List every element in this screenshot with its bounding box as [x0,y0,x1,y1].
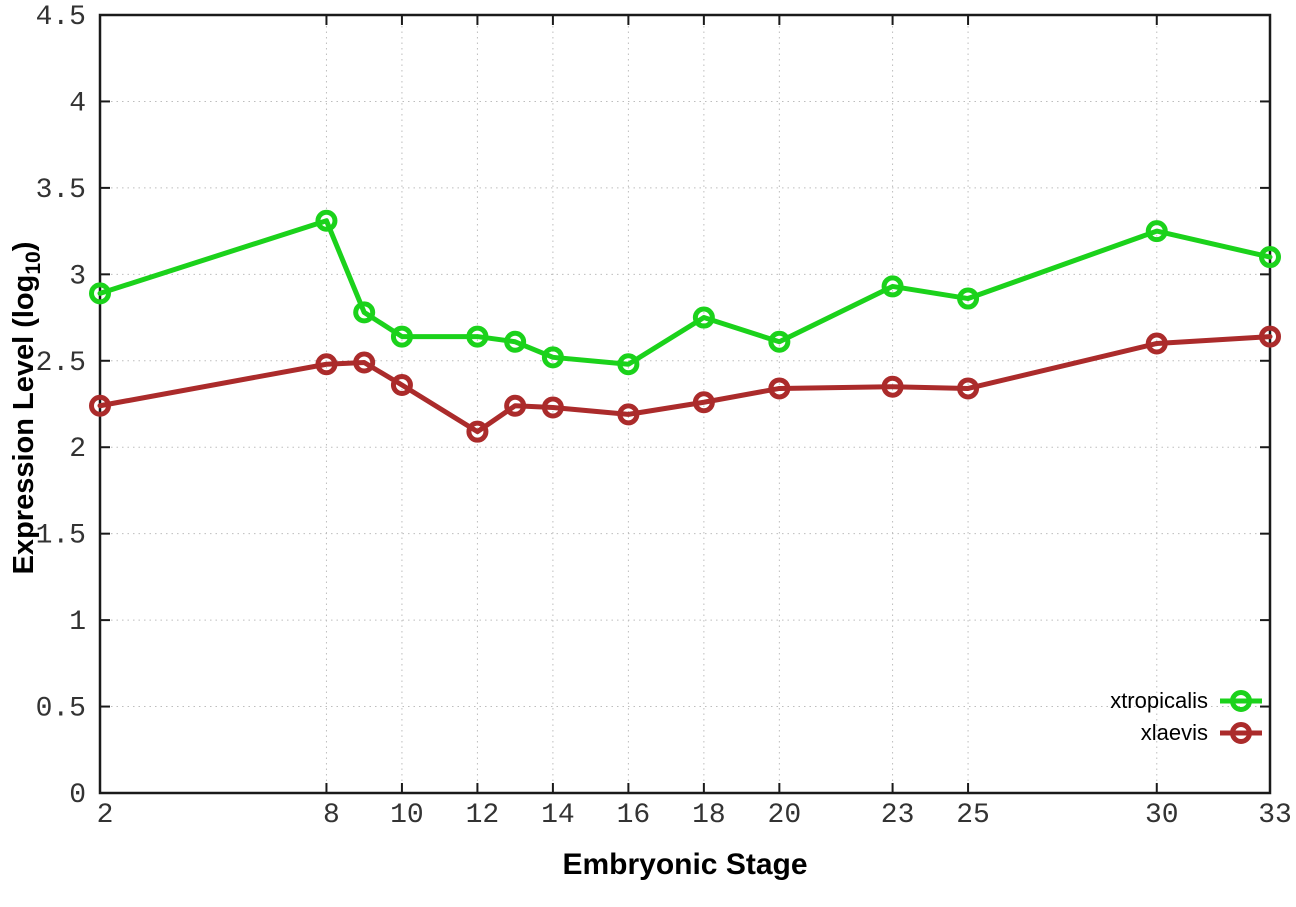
legend-label-xtropicalis: xtropicalis [1110,688,1208,713]
data-point-xtropicalis-stage-10 [390,325,413,348]
legend-label-xlaevis: xlaevis [1140,720,1208,745]
x-tick-label: 20 [768,800,802,831]
data-point-xlaevis-stage-8 [315,353,338,376]
y-tick-label: 4.5 [36,2,86,33]
x-tick-label: 25 [956,800,990,831]
data-point-xtropicalis-stage-2 [89,282,111,305]
y-axis-title: Expression Level (log10) [8,98,48,718]
data-point-xlaevis-stage-2 [89,394,111,417]
data-point-xlaevis-stage-10 [390,373,413,396]
data-point-xlaevis-stage-16 [617,403,640,426]
data-point-xtropicalis-stage-18 [692,306,715,329]
y-axis-title-text: Expression Level (log [8,274,40,575]
data-point-xlaevis-stage-18 [692,391,715,414]
y-tick-label: 0.5 [36,694,86,725]
x-tick-labels: 2 8 10 12 14 16 18 20 23 25 30 33 [97,800,1292,831]
y-tick-label: 2 [69,434,86,465]
x-tick-label: 16 [617,800,651,831]
x-tick-label: 18 [692,800,726,831]
open-circle-line-icon [1220,690,1262,712]
series-xtropicalis [89,209,1281,376]
data-point-xlaevis-stage-12 [466,420,489,443]
data-point-xlaevis-stage-30 [1145,332,1168,355]
y-tick-label: 3 [69,261,86,292]
y-axis-title-suffix: ) [8,241,40,252]
y-tick-label: 0 [69,780,86,811]
data-point-xtropicalis-stage-9 [353,301,376,324]
x-tick-label: 14 [541,800,575,831]
series-xtropicalis-line [97,218,1273,367]
data-point-xlaevis-stage-14 [541,396,564,419]
data-point-xtropicalis-stage-30 [1145,220,1168,243]
data-point-xtropicalis-stage-14 [541,346,564,369]
data-point-xlaevis-stage-13 [504,394,527,417]
x-tick-label: 33 [1258,800,1292,831]
x-axis-title: Embryonic Stage [562,848,808,881]
y-tick-label: 4 [69,88,86,119]
data-point-xtropicalis-stage-16 [617,353,640,376]
legend-entry-xlaevis: xlaevis [1110,719,1264,747]
data-point-xtropicalis-stage-12 [466,325,489,348]
data-point-xtropicalis-stage-8 [315,209,338,232]
x-tick-label: 30 [1145,800,1179,831]
y-tick-label: 2.5 [36,348,86,379]
data-point-xtropicalis-stage-13 [504,330,527,353]
y-tick-labels: 0 0.5 1 1.5 2 2.5 3 3.5 4 4.5 [36,2,86,811]
data-point-xtropicalis-stage-23 [881,275,904,298]
y-tick-label: 3.5 [36,175,86,206]
data-point-xlaevis-stage-23 [881,375,904,398]
x-tick-label: 8 [323,800,340,831]
x-tick-label: 2 [97,800,114,831]
data-point-xlaevis-stage-20 [768,377,791,400]
data-point-xlaevis-stage-9 [353,351,376,374]
x-tick-label: 23 [881,800,915,831]
data-point-xlaevis-stage-33 [1259,325,1281,348]
open-circle-line-icon [1220,722,1262,744]
y-tick-label: 1 [69,607,86,638]
data-point-xtropicalis-stage-20 [768,330,791,353]
tick-marks [99,14,1271,794]
data-point-xlaevis-stage-25 [957,377,980,400]
y-tick-label: 1.5 [36,521,86,552]
x-tick-label: 10 [390,800,424,831]
series-xlaevis [89,325,1281,443]
legend: xtropicalis xlaevis [1110,687,1264,747]
legend-entry-xtropicalis: xtropicalis [1110,687,1264,715]
series-xlaevis-line [97,334,1273,435]
x-tick-label: 12 [466,800,500,831]
y-axis-title-subscript: 10 [21,251,45,275]
data-point-xtropicalis-stage-33 [1259,246,1281,269]
data-point-xtropicalis-stage-25 [957,287,980,310]
